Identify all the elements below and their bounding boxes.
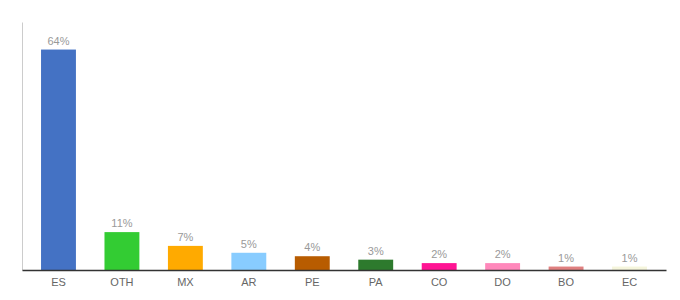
data-label: 4% <box>304 241 320 253</box>
plot-area: ES OTH MX AR PE PA CO DO BO EC 64% 11% 7% 5% 4% 3% 2% 2% 1… <box>23 23 667 288</box>
bar <box>612 267 647 270</box>
x-tick: ES <box>51 276 66 288</box>
x-tick: CO <box>431 276 448 288</box>
x-tick-label: AR <box>241 276 256 288</box>
x-tick: DO <box>494 276 511 288</box>
x-tick: OTH <box>110 276 133 288</box>
data-label: 1% <box>622 252 638 264</box>
x-tick-label: DO <box>494 276 511 288</box>
x-tick-label: BO <box>558 276 574 288</box>
data-label: 1% <box>558 252 574 264</box>
data-label: 11% <box>111 217 132 229</box>
bar <box>231 253 266 270</box>
x-tick: EC <box>622 276 637 288</box>
x-tick-label: MX <box>177 276 194 288</box>
x-tick: BO <box>558 276 574 288</box>
bar <box>485 263 520 270</box>
bar <box>358 260 393 270</box>
x-axis-line <box>23 270 667 272</box>
data-label: 7% <box>177 231 193 243</box>
y-axis <box>22 23 23 271</box>
data-label: 3% <box>368 245 384 257</box>
y-axis-line <box>22 23 23 271</box>
data-label: 2% <box>495 248 511 260</box>
x-tick-label: OTH <box>110 276 133 288</box>
bar <box>295 256 330 270</box>
bar <box>168 246 203 270</box>
x-tick-label: PA <box>369 276 384 288</box>
data-labels: 64% 11% 7% 5% 4% 3% 2% 2% 1% 1% <box>47 35 637 264</box>
bar <box>41 50 76 270</box>
chart-container: ES OTH MX AR PE PA CO DO BO EC 64% 11% 7% 5% 4% 3% 2% 2% 1… <box>0 0 680 300</box>
x-tick: PA <box>369 276 384 288</box>
x-tick-label: PE <box>305 276 320 288</box>
data-label: 2% <box>431 248 447 260</box>
chart-svg: ES OTH MX AR PE PA CO DO BO EC 64% 11% 7% 5% 4% 3% 2% 2% 1… <box>0 0 680 300</box>
bars <box>41 50 647 270</box>
data-label: 5% <box>241 238 257 250</box>
x-tick-label: ES <box>51 276 66 288</box>
bar <box>422 263 457 270</box>
x-tick: PE <box>305 276 320 288</box>
data-label: 64% <box>47 35 69 47</box>
x-tick: MX <box>177 276 194 288</box>
x-tick-label: CO <box>431 276 448 288</box>
bar <box>104 232 139 270</box>
x-tick: AR <box>241 276 256 288</box>
x-axis: ES OTH MX AR PE PA CO DO BO EC <box>23 271 667 288</box>
x-tick-label: EC <box>622 276 637 288</box>
bar <box>549 267 584 270</box>
